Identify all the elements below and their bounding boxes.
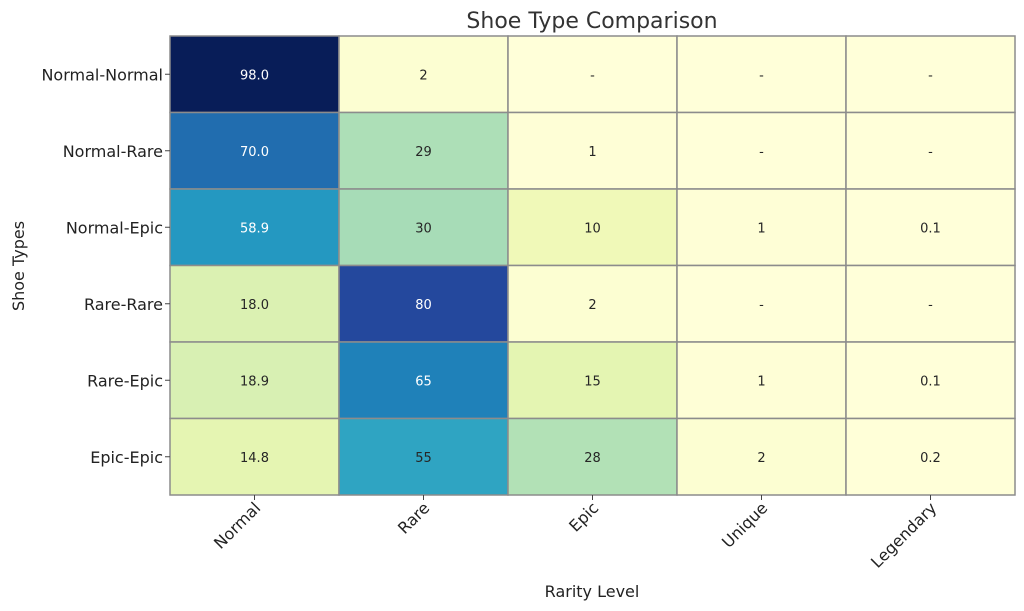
- heatmap-cell-r3-c4: [845, 264, 1016, 343]
- cell-value-label-r4-c2: 15: [584, 374, 601, 389]
- cell-value-label-r3-c2: 2: [588, 298, 596, 313]
- cell-value-label-r2-c0: 58.9: [240, 221, 269, 236]
- cell-value-label-r1-c0: 70.0: [240, 145, 269, 160]
- cell-value-label-r5-c2: 28: [584, 451, 601, 466]
- heatmap-cell-r2-c3: [676, 188, 847, 267]
- heatmap-cell-r4-c0: [169, 341, 340, 420]
- cell-value-label-r0-c2: -: [590, 68, 595, 83]
- chart-title: Shoe Type Comparison: [466, 9, 717, 34]
- cell-value-label-r5-c3: 2: [757, 451, 765, 466]
- heatmap-cell-r0-c0: [169, 35, 340, 114]
- heatmap-cell-r3-c3: [676, 264, 847, 343]
- cell-value-label-r5-c4: 0.2: [920, 451, 941, 466]
- cell-value-label-r2-c2: 10: [584, 221, 601, 236]
- y-tick-label-4: Rare-Epic: [87, 371, 163, 390]
- heatmap-cell-r4-c2: [507, 341, 678, 420]
- y-axis-label: Shoe Types: [9, 221, 28, 311]
- cell-value-label-r3-c4: -: [928, 298, 933, 313]
- cell-value-label-r4-c1: 65: [415, 374, 432, 389]
- cell-value-label-r5-c0: 14.8: [240, 451, 269, 466]
- cell-value-label-r0-c3: -: [759, 68, 764, 83]
- cell-value-label-r2-c4: 0.1: [920, 221, 941, 236]
- x-tick-label-1: Rare: [394, 498, 433, 537]
- heatmap-cell-r2-c1: [338, 188, 509, 267]
- cell-value-label-r2-c3: 1: [757, 221, 765, 236]
- x-tick-label-0: Normal: [210, 498, 264, 552]
- heatmap-cell-r0-c2: [507, 35, 678, 114]
- cell-value-label-r3-c1: 80: [415, 298, 432, 313]
- heatmap-cell-r5-c3: [676, 417, 847, 496]
- x-tick-label-2: Epic: [565, 498, 602, 535]
- cell-value-label-r3-c0: 18.0: [240, 298, 269, 313]
- cell-value-label-r1-c2: 1: [588, 145, 596, 160]
- y-tick-label-1: Normal-Rare: [63, 142, 163, 161]
- cell-value-label-r4-c4: 0.1: [920, 374, 941, 389]
- heatmap-cell-r0-c3: [676, 35, 847, 114]
- cell-value-label-r1-c1: 29: [415, 145, 432, 160]
- y-tick-label-2: Normal-Epic: [66, 218, 163, 237]
- heatmap-cell-r1-c0: [169, 111, 340, 190]
- heatmap-cell-r5-c2: [507, 417, 678, 496]
- heatmap-cells: 98.0 2 - - - 70.0 29 1 - - 58.9 30 10 1 0.1 18.0 80 2 - - 18…: [169, 35, 1016, 496]
- cell-value-label-r0-c0: 98.0: [240, 68, 269, 83]
- cell-value-label-r0-c4: -: [928, 68, 933, 83]
- y-tick-label-5: Epic-Epic: [90, 448, 163, 467]
- cell-value-label-r2-c1: 30: [415, 221, 432, 236]
- cell-value-label-r0-c1: 2: [419, 68, 427, 83]
- heatmap-cell-r0-c1: [338, 35, 509, 114]
- x-axis-label: Rarity Level: [545, 582, 640, 601]
- y-tick-label-0: Normal-Normal: [41, 65, 163, 84]
- cell-value-label-r5-c1: 55: [415, 451, 432, 466]
- heatmap-cell-r5-c4: [845, 417, 1016, 496]
- heatmap-cell-r4-c1: [338, 341, 509, 420]
- x-tick-label-3: Unique: [718, 498, 771, 551]
- y-tick-label-3: Rare-Rare: [84, 295, 163, 314]
- heatmap-cell-r1-c2: [507, 111, 678, 190]
- cell-value-label-r4-c3: 1: [757, 374, 765, 389]
- heatmap-cell-r3-c2: [507, 264, 678, 343]
- heatmap-cell-r2-c4: [845, 188, 1016, 267]
- cell-value-label-r3-c3: -: [759, 298, 764, 313]
- heatmap-cell-r4-c4: [845, 341, 1016, 420]
- heatmap-cell-r1-c4: [845, 111, 1016, 190]
- cell-value-label-r1-c4: -: [928, 145, 933, 160]
- cell-value-label-r4-c0: 18.9: [240, 374, 269, 389]
- heatmap-cell-r3-c1: [338, 264, 509, 343]
- x-tick-label-4: Legendary: [867, 498, 940, 571]
- heatmap-cell-r5-c1: [338, 417, 509, 496]
- cell-value-label-r1-c3: -: [759, 145, 764, 160]
